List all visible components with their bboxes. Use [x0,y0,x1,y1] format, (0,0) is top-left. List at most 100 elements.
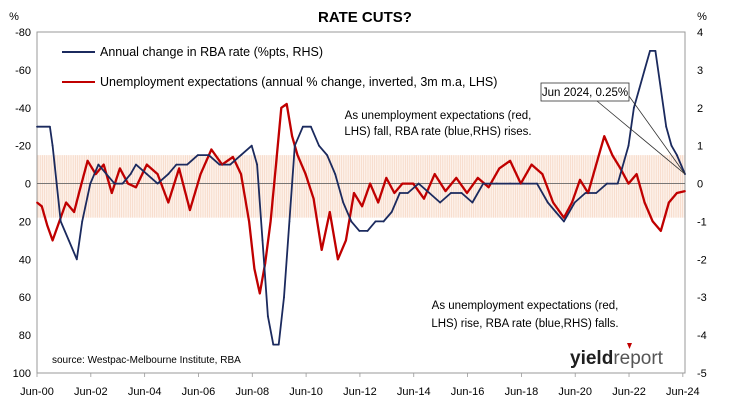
rba-data-point [398,192,401,194]
rba-data-point [334,173,337,175]
unemployment-data-point [579,178,581,181]
unemployment-data-point [304,173,307,175]
unemployment-data-point [361,205,363,208]
rba-data-point [606,182,608,185]
unemployment-data-point [377,201,380,204]
unemployment-data-point [156,173,159,175]
rba-data-point [632,106,635,109]
annotation-top-line2: LHS) fall, RBA rate (blue,RHS) rises. [344,126,531,138]
rba-data-point [536,182,538,185]
rba-data-point [293,144,296,147]
rba-data-point [627,144,630,147]
rba-data-point [113,182,116,185]
rba-data-point [665,125,668,128]
unemployment-data-point [563,216,565,219]
unemployment-data-point [328,211,331,213]
unemployment-data-point [51,239,54,242]
yieldreport-logo: yieldreport [570,343,664,369]
unemployment-data-point [36,201,38,204]
rba-data-point [256,163,259,166]
unemployment-data-point [199,173,202,175]
rba-data-point [654,50,657,52]
unemployment-data-point [659,230,662,232]
unemployment-data-point [336,258,339,261]
unemployment-data-point [541,173,544,175]
unemployment-data-point [78,190,81,193]
right-tick-label: -1 [697,216,707,228]
rba-data-point [288,220,291,223]
rba-data-point [167,173,170,175]
rba-data-point [554,211,557,213]
unemployment-data-point [433,173,436,175]
callout-box [540,82,630,102]
callout-leader [628,95,686,175]
rba-data-point [342,201,345,204]
unemployment-data-point [619,167,622,170]
right-tick-label: -5 [697,368,707,380]
rba-data-point [207,154,210,157]
x-tick-marks [36,373,684,377]
rba-data-point [145,173,148,175]
unemployment-data-point [178,167,180,170]
unemployment-data-point [385,176,388,179]
rba-data-point [595,192,598,194]
right-tick-label: -4 [697,330,707,342]
unemployment-data-point [509,159,511,162]
right-tick-label: -2 [697,254,707,266]
unemployment-data-point [135,186,137,189]
source-note: source: Westpac-Melbourne Institute, RBA [52,355,241,366]
x-tick-label: Jun-12 [343,386,377,398]
rba-data-point [584,192,587,194]
right-tick-label: 4 [697,27,703,39]
unemployment-data-point [627,182,630,185]
unemployment-data-point [285,103,288,105]
rba-data-point [97,163,100,166]
unemployment-data-point [353,192,355,194]
rba-data-point [197,154,199,157]
left-tick-label: 20 [19,216,31,228]
left-tick-label: -20 [15,141,31,153]
unemployment-data-point [635,173,638,175]
left-tick-label: 60 [19,292,31,304]
rba-data-point [417,182,420,185]
rba-data-point [439,201,442,204]
unemployment-data-point [312,197,315,200]
rba-data-point [129,173,132,175]
logo-marker-icon [627,343,632,349]
unemployment-data-point [73,211,76,213]
rba-data-point [676,154,678,157]
rba-data-point [175,163,178,166]
unemployment-data-point [603,135,606,138]
rba-data-point [261,239,264,242]
unemployment-data-point [94,173,97,175]
rba-data-point [460,192,463,194]
rba-data-point [266,315,269,318]
series-rba-points [36,50,686,346]
unemployment-data-point [264,262,267,265]
rba-data-point [649,50,651,52]
rba-data-point [374,220,377,223]
left-tick-label: -40 [15,103,31,115]
rba-data-point [272,343,275,346]
unemployment-data-point [188,209,191,211]
x-tick-label: Jun-04 [128,386,162,398]
unemployment-data-point [40,205,43,208]
rba-data-point [75,258,78,261]
unemployment-data-point [145,163,148,166]
rba-data-point [89,182,92,185]
unemployment-data-point [127,182,129,185]
annotation-top-line1: As unemployment expectations (red, [345,110,532,122]
unemployment-data-point [280,106,283,109]
rba-data-point [390,211,393,213]
right-tick-label: 3 [697,65,703,77]
rba-data-point [121,182,124,185]
logo-text: yieldreport [570,348,664,369]
rba-data-point [67,239,70,242]
rba-data-point [495,182,498,185]
rba-data-point [301,125,304,128]
series-unemployment-expectations [36,102,686,295]
x-axis-ticks: Jun-00 Jun-02 Jun-04 Jun-06 Jun-08 Jun-10 Jun-… [20,386,699,398]
unemployment-data-point [667,201,670,204]
rba-data-point [573,201,576,204]
